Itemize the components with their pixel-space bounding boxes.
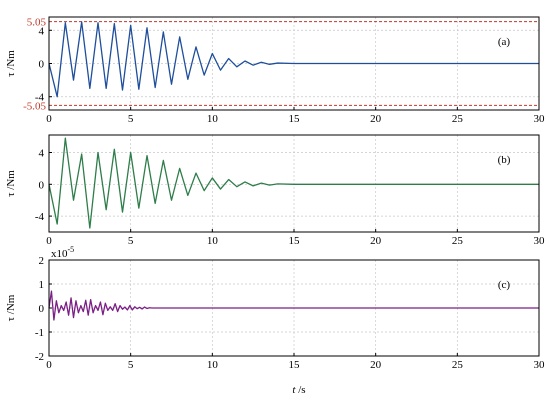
x-tick-label: 0 xyxy=(46,359,52,371)
x-tick-label: 5 xyxy=(128,359,134,371)
x-tick-label: 30 xyxy=(534,113,546,125)
y-tick-label: -4 xyxy=(35,92,45,104)
x-tick-label: 10 xyxy=(207,113,219,125)
x-tick-label: 25 xyxy=(452,235,464,247)
x-axis-label-variable: t xyxy=(292,384,296,396)
y-axis-label: τ /Nm xyxy=(5,170,17,197)
limit-label: -5.05 xyxy=(23,100,46,112)
series-line xyxy=(48,137,539,229)
chart-panel-3: 0 5 10 15 20 25 30 -2 -1 0 1 2 τ /Nm (c) x10-5 xyxy=(5,245,545,371)
y-tick-label: -2 xyxy=(35,351,44,363)
x-tick-label: 10 xyxy=(207,359,219,371)
scale-factor-exponent: -5 xyxy=(68,245,75,254)
y-tick-label: -4 xyxy=(35,211,45,223)
y-axis-label: τ /Nm xyxy=(5,50,17,77)
y-tick-label: 0 xyxy=(39,303,45,315)
y-tick-label: 2 xyxy=(39,255,45,267)
x-tick-label: 15 xyxy=(289,113,301,125)
x-tick-label: 25 xyxy=(452,359,464,371)
x-tick-label: 0 xyxy=(46,235,52,247)
x-tick-label: 20 xyxy=(370,113,382,125)
y-tick-label: 1 xyxy=(39,279,45,291)
x-tick-label: 15 xyxy=(289,359,301,371)
y-tick-label: 4 xyxy=(39,147,45,159)
x-tick-label: 5 xyxy=(128,235,134,247)
y-tick-label: -1 xyxy=(35,327,44,339)
panel-label: (a) xyxy=(498,36,511,48)
y-axis-label: τ /Nm xyxy=(5,294,17,321)
x-tick-label: 5 xyxy=(128,113,134,125)
y-tick-label: 0 xyxy=(39,59,45,71)
x-tick-label: 0 xyxy=(46,113,52,125)
y-tick-label: 0 xyxy=(39,179,45,191)
scale-factor-base: x10 xyxy=(51,248,68,260)
y-tick-label: 4 xyxy=(39,25,45,37)
x-tick-label: 10 xyxy=(207,235,219,247)
panel-label: (b) xyxy=(498,154,511,166)
x-tick-label: 30 xyxy=(534,359,546,371)
x-tick-label: 20 xyxy=(370,235,382,247)
x-tick-label: 15 xyxy=(289,235,301,247)
scale-factor-label: x10-5 xyxy=(51,245,74,260)
x-tick-label: 30 xyxy=(534,235,546,247)
panel-label: (c) xyxy=(498,279,511,291)
x-axis-label: t /s xyxy=(292,384,305,396)
series-line xyxy=(48,21,539,98)
series-line xyxy=(48,290,539,321)
x-axis-label-unit: /s xyxy=(295,384,305,396)
limit-label: 5.05 xyxy=(27,17,47,29)
x-tick-label: 25 xyxy=(452,113,464,125)
x-tick-label: 20 xyxy=(370,359,382,371)
